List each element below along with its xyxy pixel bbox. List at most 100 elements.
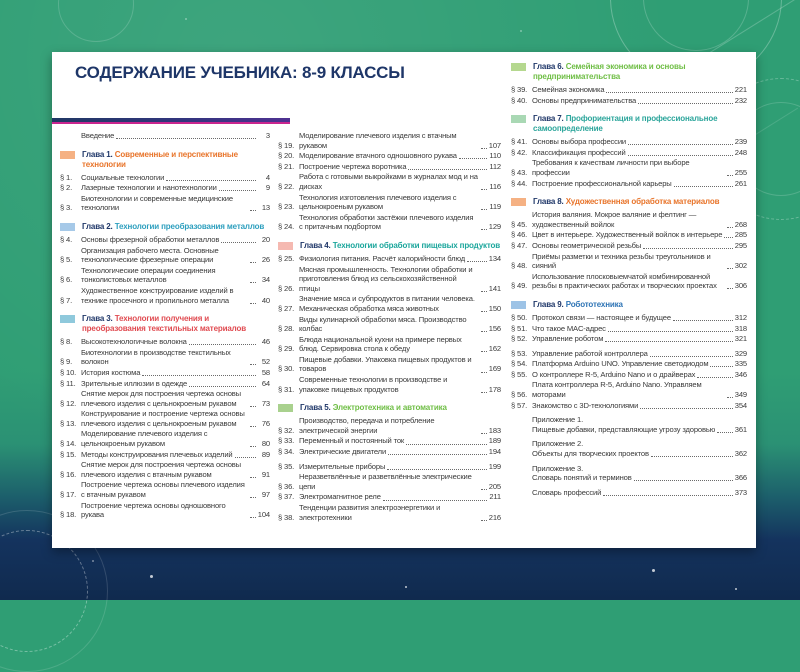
entry-number: § 26. [278,283,295,293]
entry-number: § 54. [511,359,528,369]
chapter-bullet-icon [511,300,526,309]
chapter-number: Глава 8. [533,197,564,207]
dot-leader [480,488,487,490]
dot-leader [628,144,733,146]
chapter-number: Глава 4. [300,240,331,250]
entry-text: История костюма [81,367,141,377]
dot-leader [382,499,487,501]
dot-leader [234,456,256,458]
toc-entry: Объекты для творческих проектов 362 [511,449,747,459]
toc-entry: § 3. Биотехнологии и современные медицинс… [60,194,270,213]
entry-page: 34 [261,275,270,285]
chapter-title: Электротехника и автоматика [332,403,447,413]
chapter-text: Глава 5. Электротехника и автоматика [300,403,447,413]
entry-text: Биотехнологии в производстве текстильных… [81,347,231,367]
entry-text: Производство, передача и потребление эле… [299,416,435,435]
entry-page: 189 [488,436,501,446]
entry-number: § 25. [278,253,295,263]
dot-leader [726,268,733,270]
entry-page: 239 [734,137,747,147]
content-page: СОДЕРЖАНИЕ УЧЕБНИКА: 8-9 КЛАССЫ Введение… [52,52,756,548]
entry-text: Приложение 2. [532,439,584,449]
entry-number: § 50. [511,312,528,322]
toc-entry: § 46. Цвет в интерьере. Художественный во… [511,230,747,240]
entry-text: Словарь понятий и терминов [532,473,632,483]
dot-leader [640,407,733,409]
appendix-label: Приложение 1. [511,415,747,425]
entry-page: 373 [734,487,747,497]
entry-text: Цвет в интерьере. Художественный войлок … [532,230,723,240]
dot-leader [605,341,733,343]
entry-page: 112 [489,161,501,171]
entry-text: Переменный и постоянный ток [299,436,405,446]
chapter-number: Глава 2. [82,221,113,231]
entry-text: Зрительные иллюзии в одежде [81,378,188,388]
toc-entry: § 5. Организация рабочего места. Основные… [60,246,270,265]
chapter-title: Современные и перспективные технологии [82,149,238,169]
chapter-number: Глава 7. [533,114,564,124]
entry-page: 13 [261,203,270,213]
entry-text: Приложение 1. [532,415,584,425]
chapter-number: Глава 6. [533,62,564,71]
chapter-bullet-icon [278,241,293,250]
toc-entry: § 38. Тенденции развития электроэнергетик… [278,503,501,522]
toc-entry: § 33. Переменный и постоянный ток 189 [278,436,501,446]
chapter-bullet-icon [511,198,526,207]
toc-entry: § 20. Моделирование втачного одношовного … [278,151,501,161]
entry-number: § 40. [511,95,528,105]
entry-number: § 29. [278,344,295,354]
entry-page: 73 [261,398,270,408]
entry-number: § 9. [60,357,73,367]
entry-number: § 57. [511,400,528,410]
entry-number: § 23. [278,202,295,212]
entry-text: Использование плосковыемчатой комбиниров… [532,271,717,291]
chapter-text: Глава 6. Семейная экономика и основы пре… [533,62,747,82]
toc-entry: § 15. Методы конструирования плечевых изд… [60,450,270,460]
dot-leader [387,468,487,470]
dot-leader [603,494,733,496]
toc-entry: § 50. Протокол связи — настоящее и будуще… [511,313,747,323]
chapter-title: Художественная обработка материалов [565,197,720,207]
entry-number: § 45. [511,219,528,229]
entry-text: История валяния. Мокрое валяние и фелтин… [532,210,697,229]
chapter-number: Глава 1. [82,149,113,159]
entry-page: 248 [734,147,747,157]
chapter-bullet-icon [60,150,75,159]
toc-entry: § 22. Работа с готовыми выкройками в журн… [278,172,501,191]
appendix-label: Приложение 2. [511,439,747,449]
toc-entry: § 17. Построение чертежа основы плечевого… [60,480,270,499]
entry-text: Пищевые добавки. Упаковка пищевых продук… [299,354,472,374]
dot-leader [643,248,733,250]
toc-entry: Словарь понятий и терминов 366 [511,473,747,483]
entry-text: Словарь профессий [532,487,602,497]
toc-entry: § 49. Использование плосковыемчатой комби… [511,272,747,291]
toc-entry: § 36. Неразветвлённые и разветвлённые эле… [278,472,501,491]
page-title: СОДЕРЖАНИЕ УЧЕБНИКА: 8-9 КЛАССЫ [75,63,405,82]
entry-page: 216 [488,512,501,522]
entry-text: Классификация профессий [532,147,626,157]
dot-leader [480,311,487,312]
entry-page: 362 [734,449,747,459]
toc-entry: § 53. Управление работой контроллера 329 [511,349,747,359]
entry-text: Технология обработки застёжки плечевого … [299,212,474,232]
chapter-text: Глава 4. Технологии обработки пищевых пр… [300,241,500,251]
entry-page: 26 [261,255,270,265]
entry-page: 349 [734,390,747,400]
chapter-heading: Глава 7. Профориентация и профессиональн… [511,114,747,134]
entry-number: § 53. [511,348,528,358]
toc-entry: § 9. Биотехнологии в производстве текстил… [60,348,270,367]
toc-entry: § 13. Конструирование и построение чертеж… [60,409,270,428]
toc-entry: § 52. Управление роботом 321 [511,334,747,344]
entry-text: Методы конструирования плечевых изделий [81,449,233,459]
entry-text: Построение чертежа основы плечевого изде… [81,480,245,500]
dot-leader [480,351,487,353]
entry-page: 354 [734,400,747,410]
dot-leader [726,175,733,177]
toc-entry: § 57. Знакомство с 3D-технологиями 354 [511,401,747,411]
entry-text: Объекты для творческих проектов [532,449,649,459]
entry-text: Биотехнологии и современные медицинские … [81,193,233,213]
dot-leader [189,385,256,387]
entry-page: 329 [734,348,747,358]
toc-entry: § 2. Лазерные технологии и нанотехнологии… [60,183,270,193]
dot-leader [250,364,256,366]
